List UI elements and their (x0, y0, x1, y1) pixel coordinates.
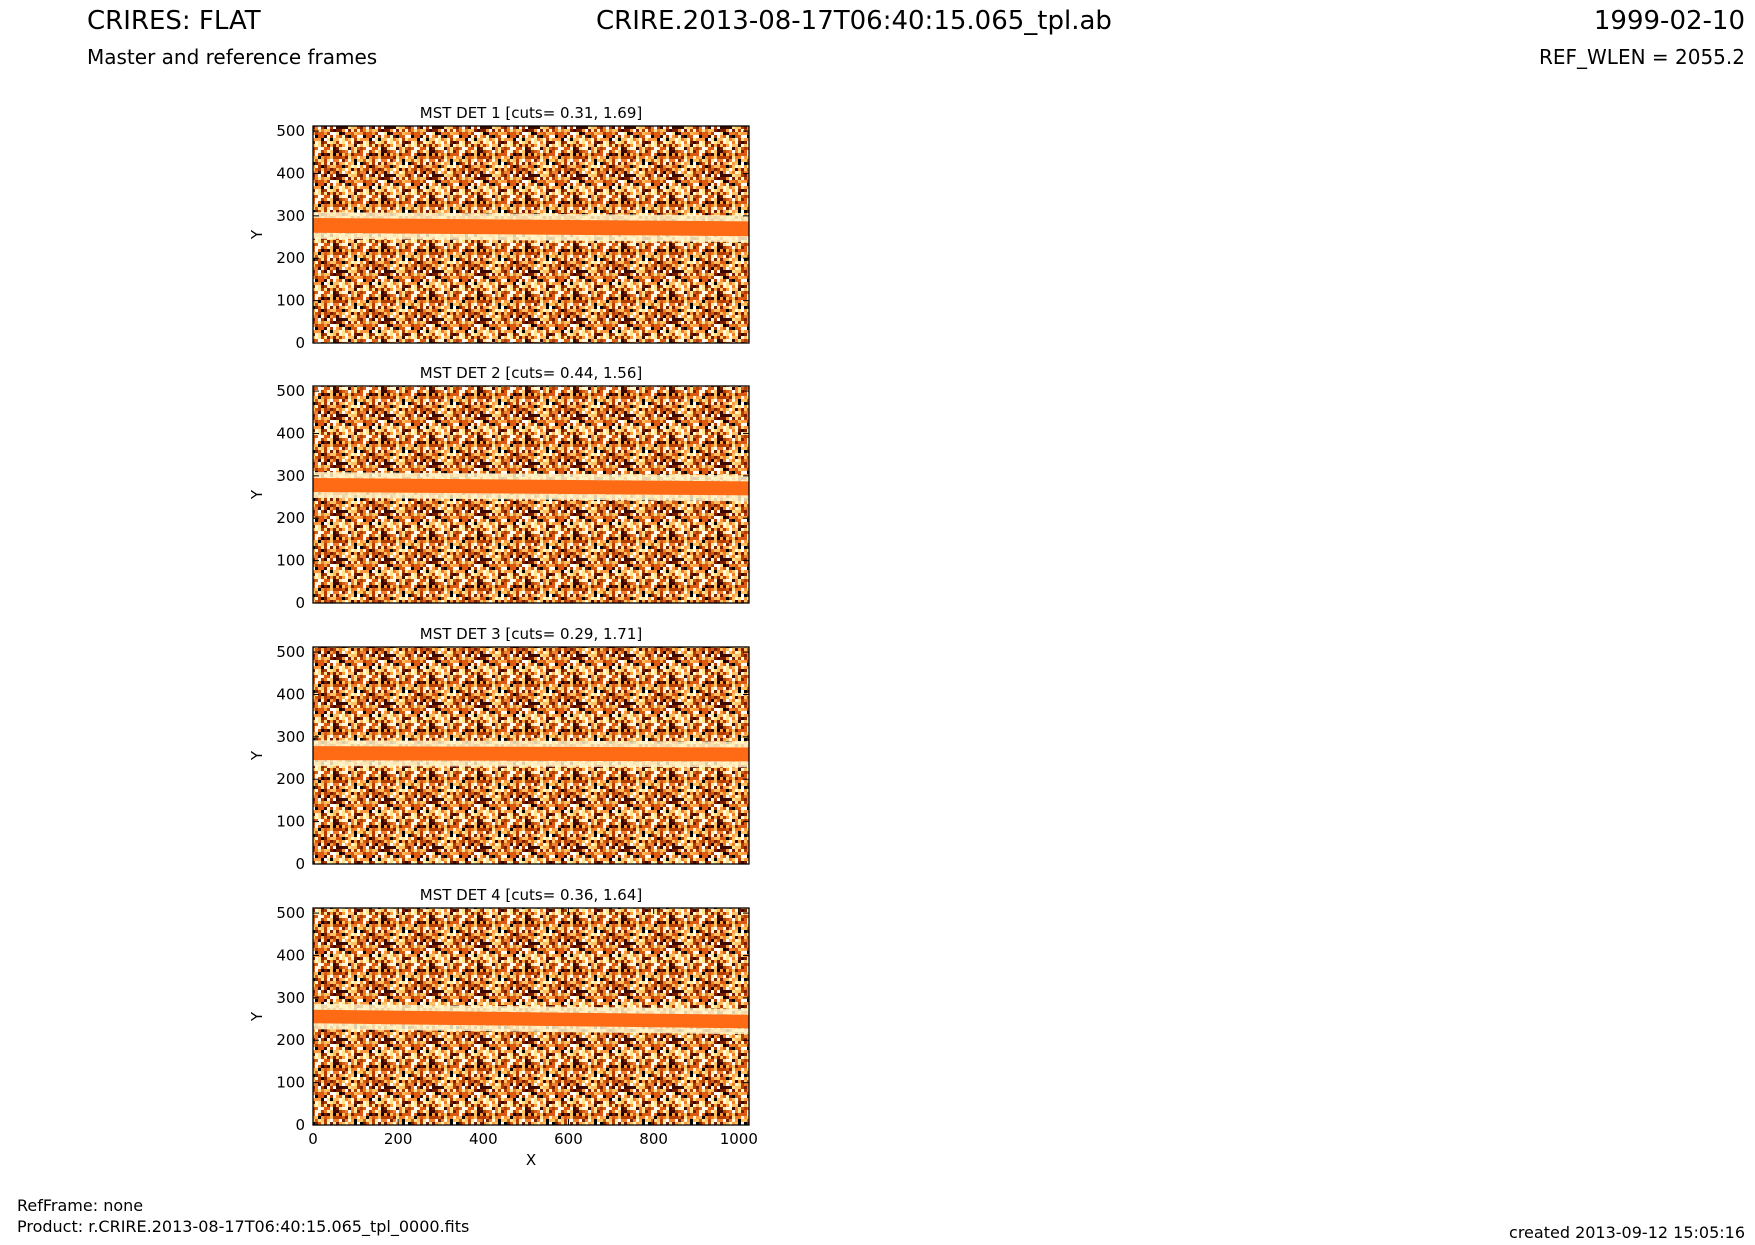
y-tick-label: 500 (276, 643, 305, 661)
y-axis-label: Y (248, 489, 266, 500)
file-name: CRIRE.2013-08-17T06:40:15.065_tpl.ab (596, 6, 1112, 36)
y-tick-label: 100 (276, 292, 305, 310)
y-tick-label: 500 (276, 904, 305, 922)
y-tick-label: 200 (276, 1031, 305, 1049)
order-band (313, 477, 749, 496)
y-tick-label: 100 (276, 552, 305, 570)
x-tick-label: 0 (308, 1130, 318, 1148)
panel-det-3 (312, 646, 750, 865)
panel-det-4 (312, 907, 750, 1126)
y-tick-label: 200 (276, 770, 305, 788)
y-axis-label: Y (248, 1011, 266, 1022)
x-tick-label: 200 (384, 1130, 413, 1148)
y-tick-label: 0 (295, 594, 305, 612)
created-label: created 2013-09-12 15:05:16 (1509, 1223, 1745, 1242)
panel-frame (312, 125, 750, 344)
y-axis-label: Y (248, 750, 266, 761)
y-tick-label: 500 (276, 122, 305, 140)
y-tick-label: 400 (276, 424, 305, 442)
y-tick-label: 0 (295, 334, 305, 352)
panel-frame (312, 907, 750, 1126)
page-subtitle: Master and reference frames (87, 45, 378, 69)
y-tick-label: 400 (276, 946, 305, 964)
panel-det-1 (312, 125, 750, 344)
date-label: 1999-02-10 (1593, 6, 1745, 36)
x-tick-label: 1000 (720, 1130, 758, 1148)
y-tick-label: 300 (276, 728, 305, 746)
y-tick-label: 200 (276, 249, 305, 267)
x-tick-label: 600 (554, 1130, 583, 1148)
y-tick-label: 400 (276, 685, 305, 703)
page-title: CRIRES: FLAT (87, 6, 261, 36)
x-tick-label: 400 (469, 1130, 498, 1148)
y-tick-label: 500 (276, 382, 305, 400)
order-band (313, 746, 749, 762)
order-band (313, 217, 749, 237)
y-tick-label: 300 (276, 467, 305, 485)
x-tick-label: 800 (639, 1130, 668, 1148)
panel-title: MST DET 1 [cuts= 0.31, 1.69] (420, 104, 643, 122)
y-tick-label: 400 (276, 164, 305, 182)
y-tick-label: 300 (276, 989, 305, 1007)
y-tick-label: 200 (276, 509, 305, 527)
ref-frame-label: RefFrame: none (17, 1196, 144, 1215)
panel-title: MST DET 2 [cuts= 0.44, 1.56] (420, 364, 643, 382)
panel-title: MST DET 3 [cuts= 0.29, 1.71] (420, 625, 643, 643)
y-tick-label: 0 (295, 855, 305, 873)
product-label: Product: r.CRIRE.2013-08-17T06:40:15.065… (17, 1217, 470, 1236)
panel-frame (312, 646, 750, 865)
y-tick-label: 100 (276, 1074, 305, 1092)
y-tick-label: 300 (276, 207, 305, 225)
panel-frame (312, 385, 750, 604)
order-band (313, 1009, 749, 1029)
ref-wlen-label: REF_WLEN = 2055.2 (1538, 45, 1745, 69)
y-tick-label: 0 (295, 1116, 305, 1134)
y-tick-label: 100 (276, 813, 305, 831)
panel-det-2 (312, 385, 750, 604)
x-axis-label: X (526, 1151, 536, 1169)
y-axis-label: Y (248, 229, 266, 240)
panel-title: MST DET 4 [cuts= 0.36, 1.64] (420, 886, 643, 904)
